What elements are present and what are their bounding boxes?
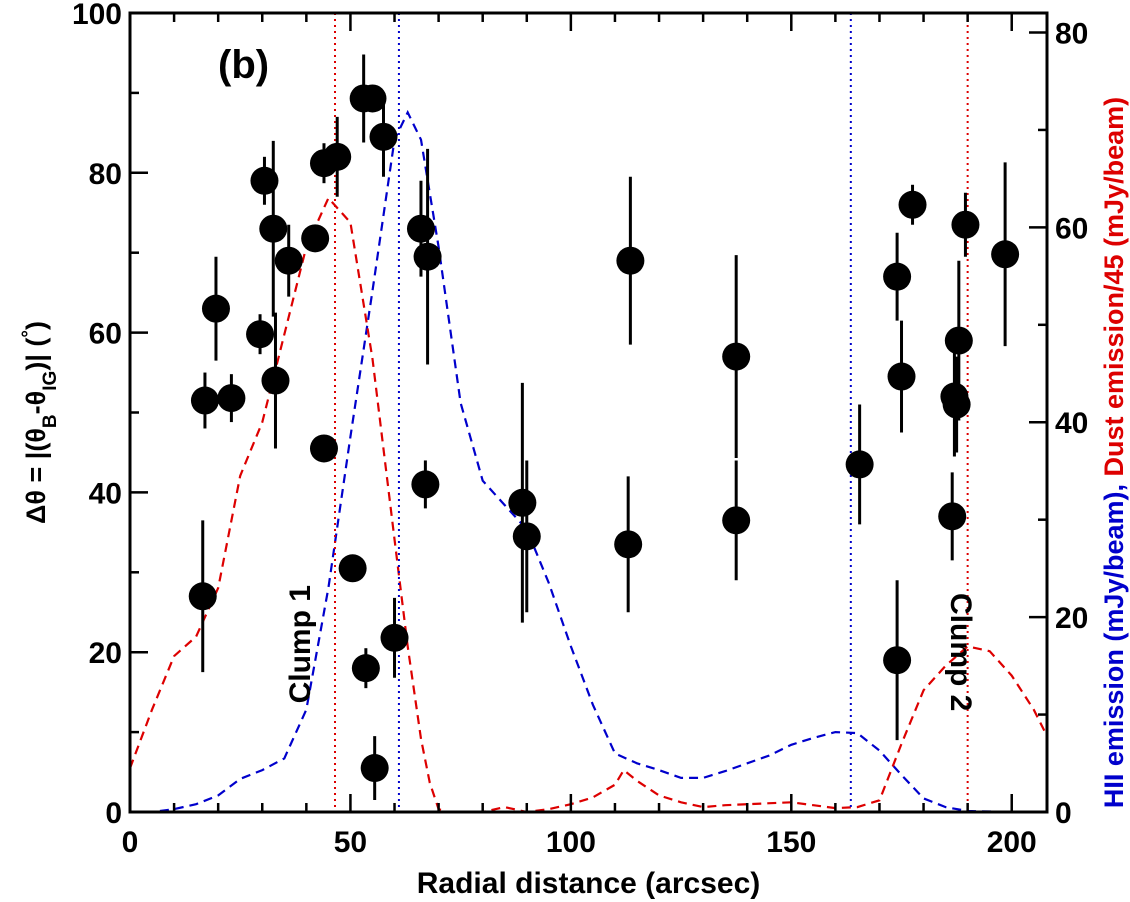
- y-label-close: ): [21, 321, 51, 330]
- data-point-40: [991, 240, 1020, 269]
- data-point-24: [508, 488, 537, 517]
- y2-label-hii: HII emission (mJy/beam),: [1099, 477, 1129, 809]
- secondary-y-axis-label: HII emission (mJy/beam), Dust emission/4…: [1099, 97, 1129, 808]
- data-point-29: [722, 506, 751, 535]
- data-point-21: [406, 214, 435, 243]
- data-point-1: [188, 582, 217, 611]
- data-point-13: [323, 142, 352, 171]
- x-tick-label: 100: [546, 826, 596, 859]
- y2-tick-label: 40: [1055, 407, 1088, 440]
- y-tick-label: 20: [89, 637, 122, 670]
- y-tick-label: 100: [72, 0, 122, 31]
- data-point-37: [942, 390, 971, 419]
- y2-tick-label: 20: [1055, 602, 1088, 635]
- data-point-17: [358, 84, 387, 113]
- data-point-19: [369, 122, 398, 151]
- data-point-30: [845, 450, 874, 479]
- data-point-34: [898, 190, 927, 219]
- data-point-27: [616, 246, 645, 275]
- data-point-38: [944, 326, 973, 355]
- y-label-suffix: )| (: [21, 338, 51, 371]
- y2-tick-label: 60: [1055, 212, 1088, 245]
- data-point-32: [883, 262, 912, 291]
- data-points: [188, 84, 1020, 783]
- y-label-sub-b: B: [40, 414, 61, 428]
- y-label-prefix: Δθ = |(θ: [21, 428, 51, 524]
- data-point-10: [301, 224, 330, 253]
- data-point-5: [246, 320, 275, 349]
- data-point-18: [360, 754, 389, 783]
- y-label-mid: -θ: [21, 391, 51, 415]
- y-tick-label: 40: [89, 477, 122, 510]
- dust-emission-curve: [130, 196, 1047, 812]
- data-point-35: [938, 502, 967, 531]
- y-axis-label: Δθ = |(θB-θIG)| (°): [19, 321, 61, 524]
- x-tick-label: 150: [766, 826, 816, 859]
- data-point-3: [201, 294, 230, 323]
- y-tick-label: 60: [89, 318, 122, 351]
- x-tick-label: 0: [122, 826, 139, 859]
- data-point-16: [351, 654, 380, 683]
- data-point-31: [883, 646, 912, 675]
- data-point-33: [887, 362, 916, 391]
- annotation-clump-2: Clump 2: [944, 593, 977, 711]
- data-point-7: [259, 214, 288, 243]
- data-point-8: [261, 366, 290, 395]
- data-point-9: [274, 246, 303, 275]
- data-point-6: [250, 166, 279, 195]
- data-point-26: [614, 530, 643, 559]
- clump-reference-lines: [334, 13, 969, 812]
- data-point-4: [217, 384, 246, 413]
- x-tick-label: 200: [987, 826, 1037, 859]
- tick-labels: 0 50 100 150 200 0 20 40 60 80 100 0 20 40 60 80: [72, 0, 1088, 859]
- data-point-20: [380, 623, 409, 652]
- y2-label-dust: Dust emission/45 (mJy/beam): [1099, 97, 1129, 477]
- data-point-23: [413, 242, 442, 271]
- x-tick-label: 50: [334, 826, 367, 859]
- data-point-28: [722, 342, 751, 371]
- hii-emission-curve: [130, 109, 1047, 812]
- x-axis-label: Radial distance (arcsec): [417, 867, 761, 900]
- y-tick-label: 0: [105, 797, 122, 830]
- data-point-25: [512, 522, 541, 551]
- data-point-14: [338, 554, 367, 583]
- y-label-degree: °: [19, 330, 40, 338]
- annotation-clump-1: Clump 1: [284, 585, 317, 703]
- y2-tick-label: 80: [1055, 17, 1088, 50]
- data-point-22: [411, 470, 440, 499]
- data-point-2: [190, 386, 219, 415]
- panel-label: (b): [218, 43, 269, 87]
- axis-ticks: [128, 11, 1047, 814]
- y-tick-label: 80: [89, 158, 122, 191]
- y2-tick-label: 0: [1055, 797, 1072, 830]
- y-label-sub-ig: IG: [40, 371, 61, 391]
- data-point-39: [951, 210, 980, 239]
- data-point-11: [309, 434, 338, 463]
